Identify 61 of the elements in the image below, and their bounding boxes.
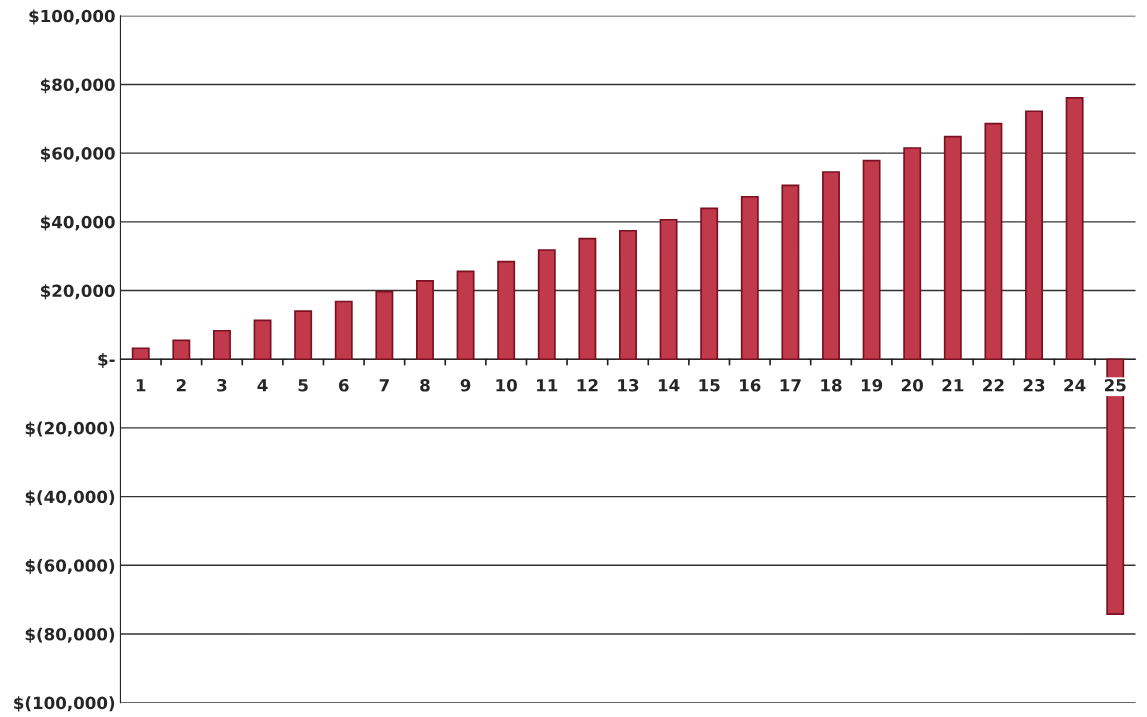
x-tick-label: 11 bbox=[537, 379, 558, 392]
x-tick-label: 19 bbox=[861, 378, 883, 392]
bar bbox=[375, 290, 394, 361]
x-tick-label: 3 bbox=[217, 378, 227, 392]
y-tick-label: $(20,000) bbox=[25, 421, 115, 437]
bar bbox=[294, 310, 313, 361]
x-tick-label: 12 bbox=[577, 378, 598, 392]
bar bbox=[1065, 97, 1084, 361]
x-tick-label: 14 bbox=[658, 379, 680, 392]
y-tick-label: $(80,000) bbox=[25, 627, 115, 643]
bar bbox=[984, 122, 1003, 361]
bar bbox=[943, 135, 962, 361]
x-tick-label: 18 bbox=[821, 378, 842, 392]
x-tick-label: 8 bbox=[420, 378, 430, 392]
y-tick-label: $- bbox=[98, 352, 115, 368]
bar bbox=[1025, 110, 1043, 361]
x-tick-label: 9 bbox=[460, 378, 471, 392]
bar bbox=[619, 229, 637, 361]
bar bbox=[781, 184, 800, 361]
bar bbox=[334, 300, 353, 361]
y-tick-label: $80,000 bbox=[40, 78, 115, 94]
x-tick-label: 10 bbox=[496, 378, 517, 392]
x-tick-label: 25 bbox=[1104, 378, 1126, 392]
bar bbox=[740, 195, 759, 361]
bar bbox=[537, 249, 556, 361]
x-tick-label: 13 bbox=[618, 378, 639, 392]
x-tick-label: 5 bbox=[298, 379, 308, 392]
bar bbox=[822, 171, 840, 361]
bar bbox=[862, 159, 881, 361]
x-tick-label: 2 bbox=[176, 378, 186, 392]
bar bbox=[456, 270, 475, 361]
bar bbox=[416, 280, 434, 361]
bar bbox=[172, 339, 191, 361]
bar bbox=[212, 329, 231, 361]
bar bbox=[253, 319, 272, 361]
x-tick-label: 15 bbox=[699, 379, 720, 392]
y-tick-label: $(100,000) bbox=[14, 696, 115, 712]
y-tick-label: $(60,000) bbox=[25, 558, 115, 575]
y-tick-label: $60,000 bbox=[40, 146, 115, 162]
x-tick-label: 23 bbox=[1023, 378, 1045, 392]
y-tick-label: $100,000 bbox=[29, 9, 115, 25]
x-tick-label: 20 bbox=[901, 378, 924, 392]
x-tick-label: 22 bbox=[983, 378, 1004, 392]
x-tick-label: 16 bbox=[740, 378, 761, 392]
bar bbox=[497, 260, 516, 361]
x-tick-label: 21 bbox=[942, 378, 964, 392]
bar bbox=[578, 237, 597, 361]
bar bbox=[659, 218, 678, 361]
x-tick-label: 6 bbox=[338, 378, 349, 392]
bar bbox=[903, 147, 922, 361]
bar bbox=[131, 347, 150, 361]
y-tick-label: $20,000 bbox=[40, 284, 115, 300]
y-tick-label: $(40,000) bbox=[25, 490, 115, 506]
y-tick-label: $40,000 bbox=[40, 215, 115, 231]
x-tick-label: 17 bbox=[780, 379, 801, 392]
x-tick-label: 24 bbox=[1064, 378, 1086, 392]
bar bbox=[1106, 358, 1125, 615]
x-tick-label: 1 bbox=[136, 379, 146, 392]
x-tick-label: 7 bbox=[379, 379, 389, 392]
bar bbox=[700, 207, 719, 361]
x-tick-label: 4 bbox=[257, 379, 268, 392]
